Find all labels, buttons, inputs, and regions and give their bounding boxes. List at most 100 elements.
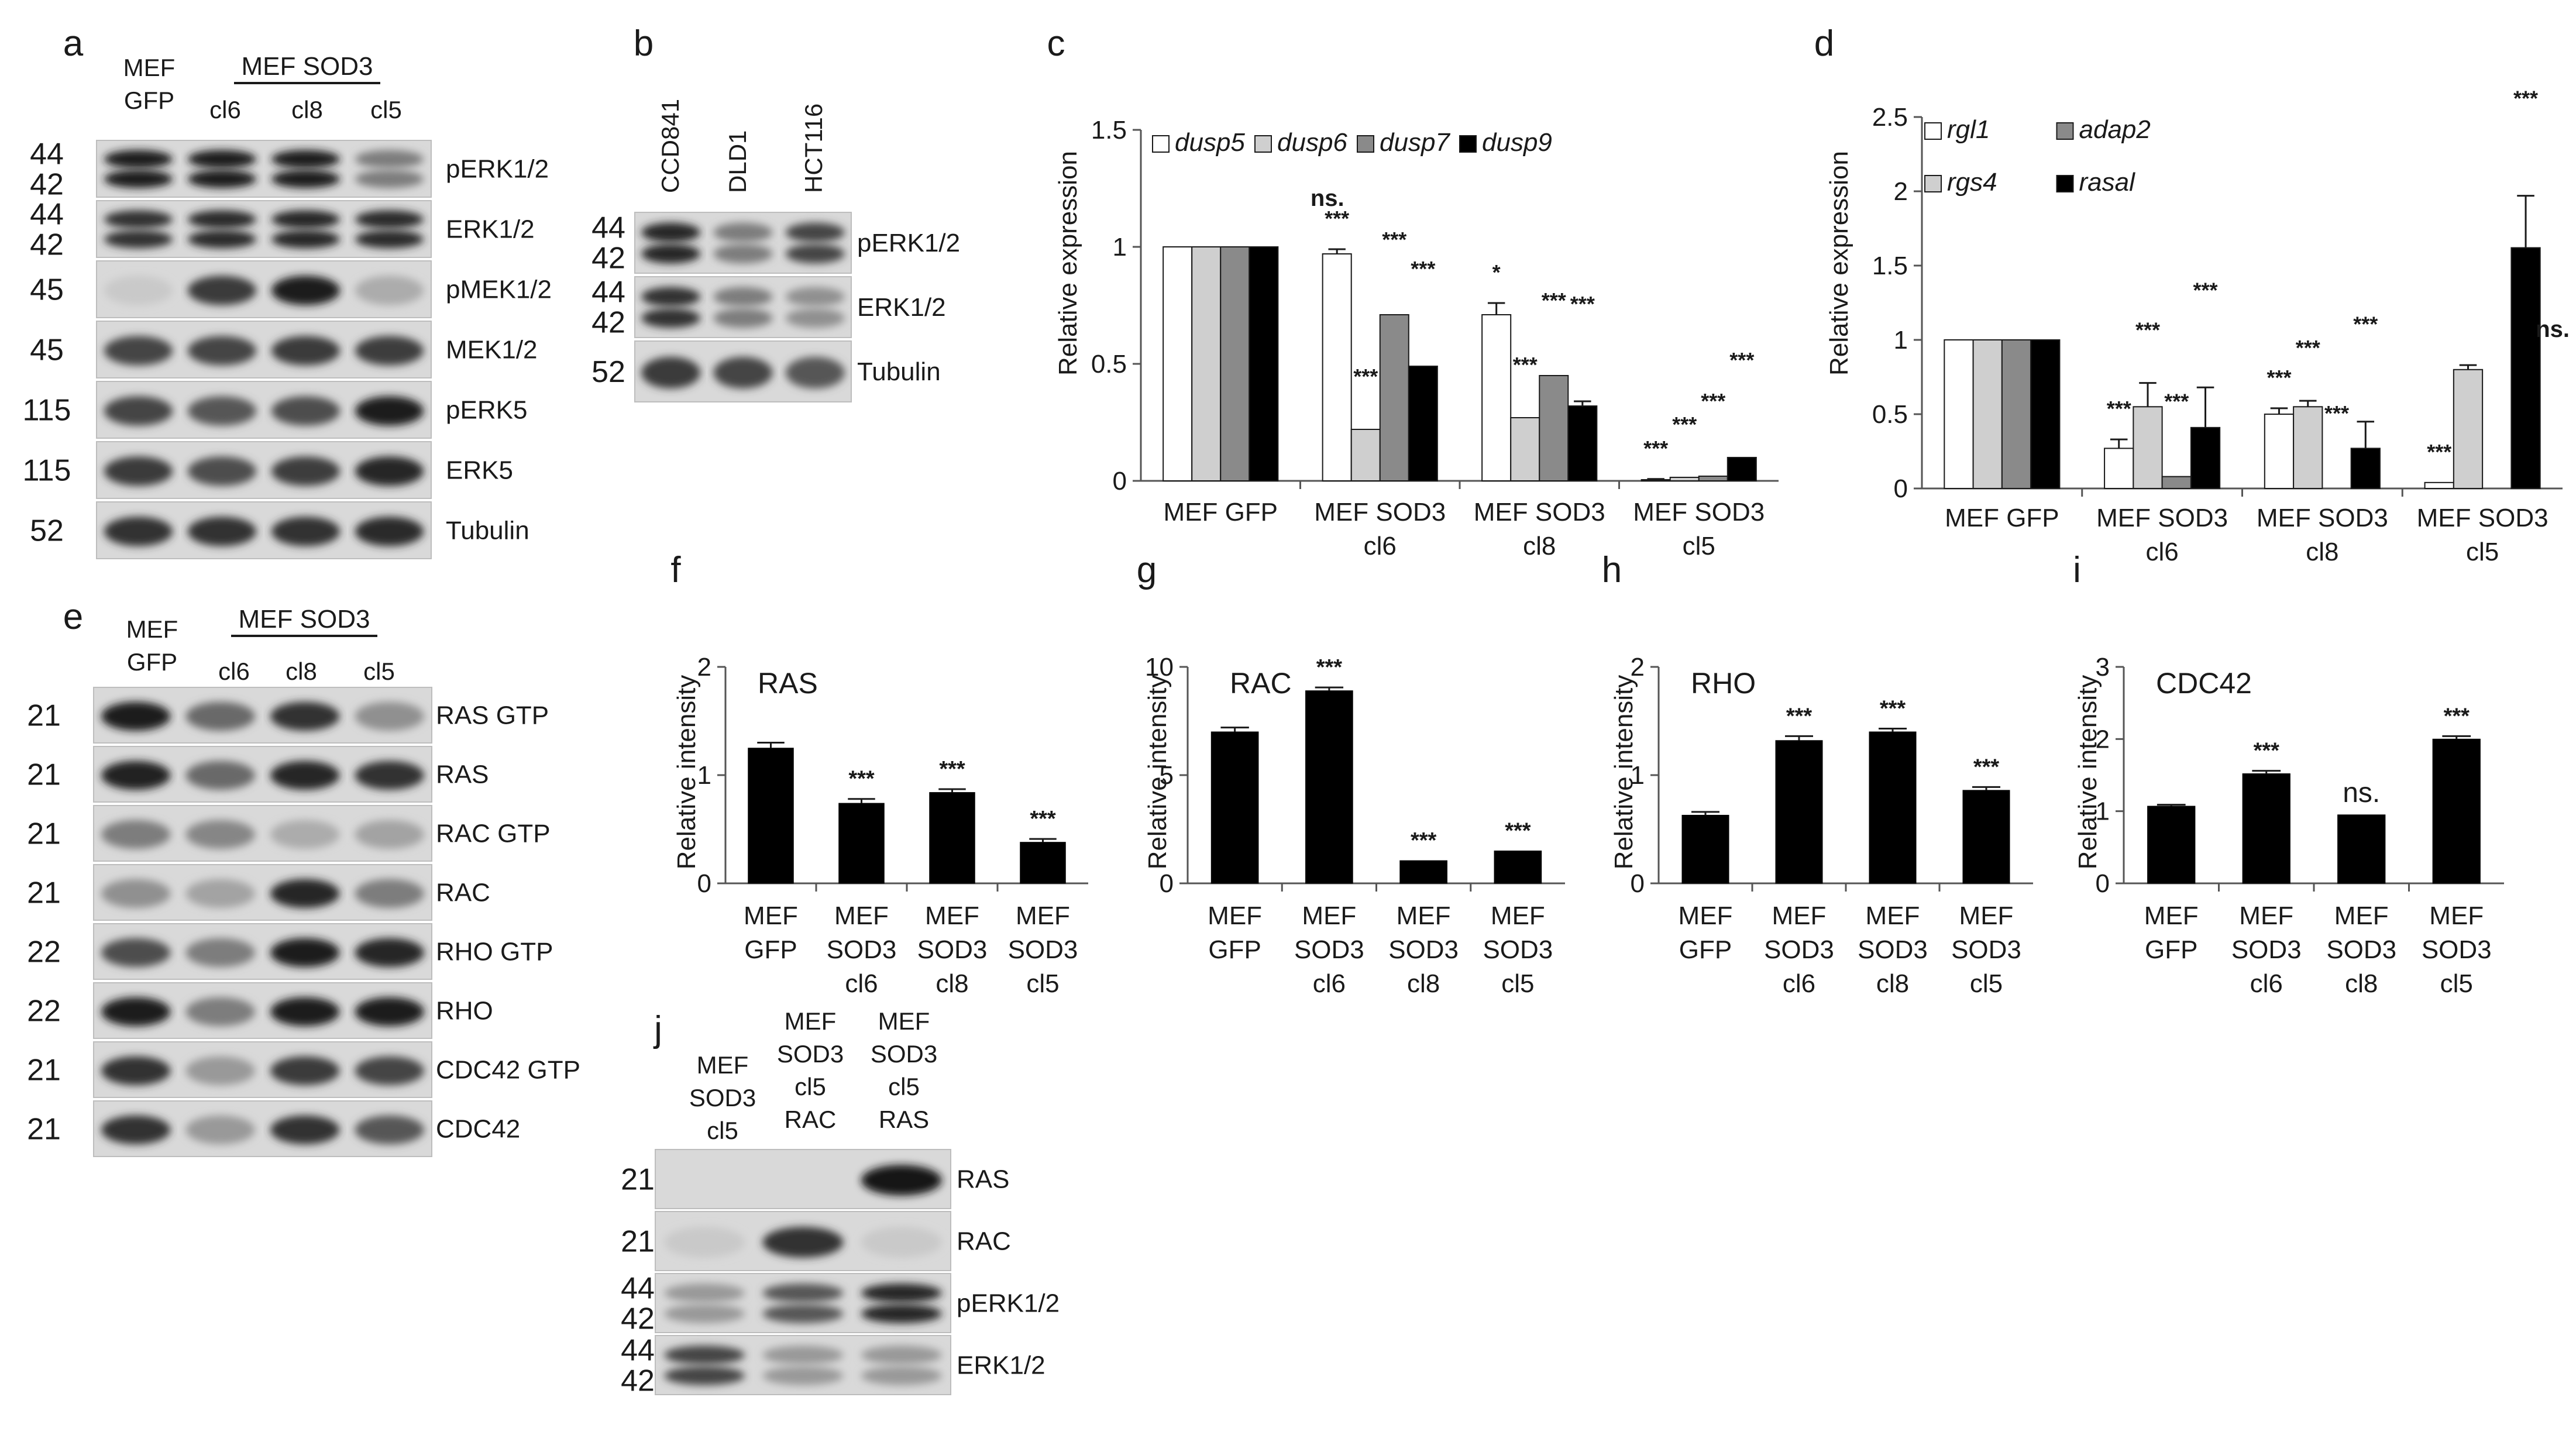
significance-mark: *** xyxy=(1973,755,2000,779)
blot-label: pERK1/2 xyxy=(957,1289,1060,1318)
blot-band xyxy=(270,997,340,1027)
y-tick-label: 1.5 xyxy=(1091,116,1127,144)
lane-label: MEF xyxy=(123,54,176,81)
mw-marker: 21 xyxy=(27,1054,61,1087)
significance-mark: *** xyxy=(1643,436,1668,460)
y-axis-label: Relative expression xyxy=(1825,151,1853,376)
panel-letter-c: c xyxy=(1047,23,1065,64)
significance-mark: *** xyxy=(1672,412,1697,436)
lane-label: MEF xyxy=(697,1051,749,1079)
y-tick-label: 2 xyxy=(697,653,711,682)
blot-band xyxy=(185,820,255,849)
blot-band xyxy=(101,760,171,790)
category-label: cl6 xyxy=(1364,532,1397,560)
y-tick-label: 1 xyxy=(1894,326,1908,355)
y-tick-label: 1 xyxy=(1113,233,1127,261)
blot-band xyxy=(271,396,341,426)
significance-mark: *** xyxy=(2296,336,2320,360)
blot-label: ERK1/2 xyxy=(446,215,535,244)
blot-band xyxy=(785,357,845,389)
significance-mark: *** xyxy=(2427,440,2451,464)
bar xyxy=(2293,406,2323,489)
blot-band xyxy=(104,456,173,486)
blot-band xyxy=(664,1366,745,1385)
category-label: cl6 xyxy=(845,969,878,998)
category-label: MEF xyxy=(1016,901,1070,930)
mw-marker: 42 xyxy=(621,1364,655,1398)
significance-mark: *** xyxy=(1411,828,1437,853)
blot-band xyxy=(101,1056,171,1086)
blot-label: RAC xyxy=(436,879,490,907)
blot-label: Tubulin xyxy=(857,357,941,386)
blot-strip xyxy=(655,1335,951,1395)
lane-label: GFP xyxy=(127,648,177,676)
blot-label: MEK1/2 xyxy=(446,336,538,364)
blot-band xyxy=(355,879,424,908)
significance-mark: *** xyxy=(939,757,965,782)
panel-letter-g: g xyxy=(1137,550,1157,590)
bar xyxy=(2242,773,2290,884)
bar xyxy=(1567,405,1598,481)
y-tick-label: 5 xyxy=(1160,761,1174,790)
category-label: cl8 xyxy=(2306,538,2338,566)
legend-label: dusp7 xyxy=(1380,128,1450,157)
lane-label: SOD3 xyxy=(871,1040,937,1068)
category-label: SOD3 xyxy=(2326,935,2396,964)
blot-band xyxy=(762,1366,844,1385)
lane-label: cl5 xyxy=(707,1117,738,1144)
blot-band xyxy=(271,517,341,546)
category-label: MEF xyxy=(1491,901,1545,930)
blot-band xyxy=(664,1283,745,1303)
blot-band xyxy=(355,1056,424,1086)
blot-label: pERK5 xyxy=(446,396,527,425)
mw-marker: 52 xyxy=(30,514,64,548)
blot-band xyxy=(104,230,173,249)
blot-band xyxy=(785,244,845,264)
legend-swatch xyxy=(1254,135,1272,153)
blot-label: pMEK1/2 xyxy=(446,276,552,304)
category-label: MEF xyxy=(925,901,979,930)
bar xyxy=(1510,417,1540,481)
category-label: cl5 xyxy=(2440,969,2473,998)
bar xyxy=(1775,740,1823,884)
blot-band xyxy=(762,1345,844,1365)
panel-letter-e: e xyxy=(63,597,83,637)
category-label: SOD3 xyxy=(2422,935,2492,964)
blot-band xyxy=(104,396,173,426)
bar xyxy=(1305,690,1353,884)
significance-mark: ns. xyxy=(1311,185,1344,211)
lane-label: HCT116 xyxy=(800,104,827,193)
category-label: MEF xyxy=(1959,901,2014,930)
mw-marker: 44 xyxy=(30,198,64,232)
blot-band xyxy=(355,230,424,249)
significance-mark: *** xyxy=(1325,207,1349,230)
significance-mark: *** xyxy=(1316,655,1343,680)
category-label: cl5 xyxy=(1683,532,1715,560)
blot-band xyxy=(713,357,773,389)
bar xyxy=(1220,246,1250,481)
y-tick-label: 0.5 xyxy=(1872,400,1908,429)
bar xyxy=(2424,481,2454,490)
legend-label: dusp6 xyxy=(1277,128,1347,157)
blot-band xyxy=(713,308,773,328)
category-label: cl5 xyxy=(2466,538,2499,566)
bar xyxy=(2147,806,2196,884)
blot-band xyxy=(861,1227,942,1258)
legend-swatch xyxy=(2056,122,2074,140)
category-label: SOD3 xyxy=(1764,935,1834,964)
blot-band xyxy=(101,938,171,968)
y-tick-label: 3 xyxy=(2096,653,2110,682)
bar xyxy=(1379,314,1409,481)
blot-band xyxy=(762,1283,844,1303)
lane-label: MEF xyxy=(785,1007,837,1035)
blot-band xyxy=(185,701,255,731)
y-tick-label: 0 xyxy=(1894,474,1908,503)
mw-marker: 21 xyxy=(621,1225,655,1259)
lane-label: cl5 xyxy=(795,1073,826,1100)
blot-band xyxy=(104,210,173,229)
significance-mark: *** xyxy=(1729,348,1754,372)
y-tick-label: 2 xyxy=(1894,177,1908,206)
significance-mark: *** xyxy=(848,767,875,791)
mw-marker: 22 xyxy=(27,994,61,1028)
blot-band xyxy=(271,150,341,168)
